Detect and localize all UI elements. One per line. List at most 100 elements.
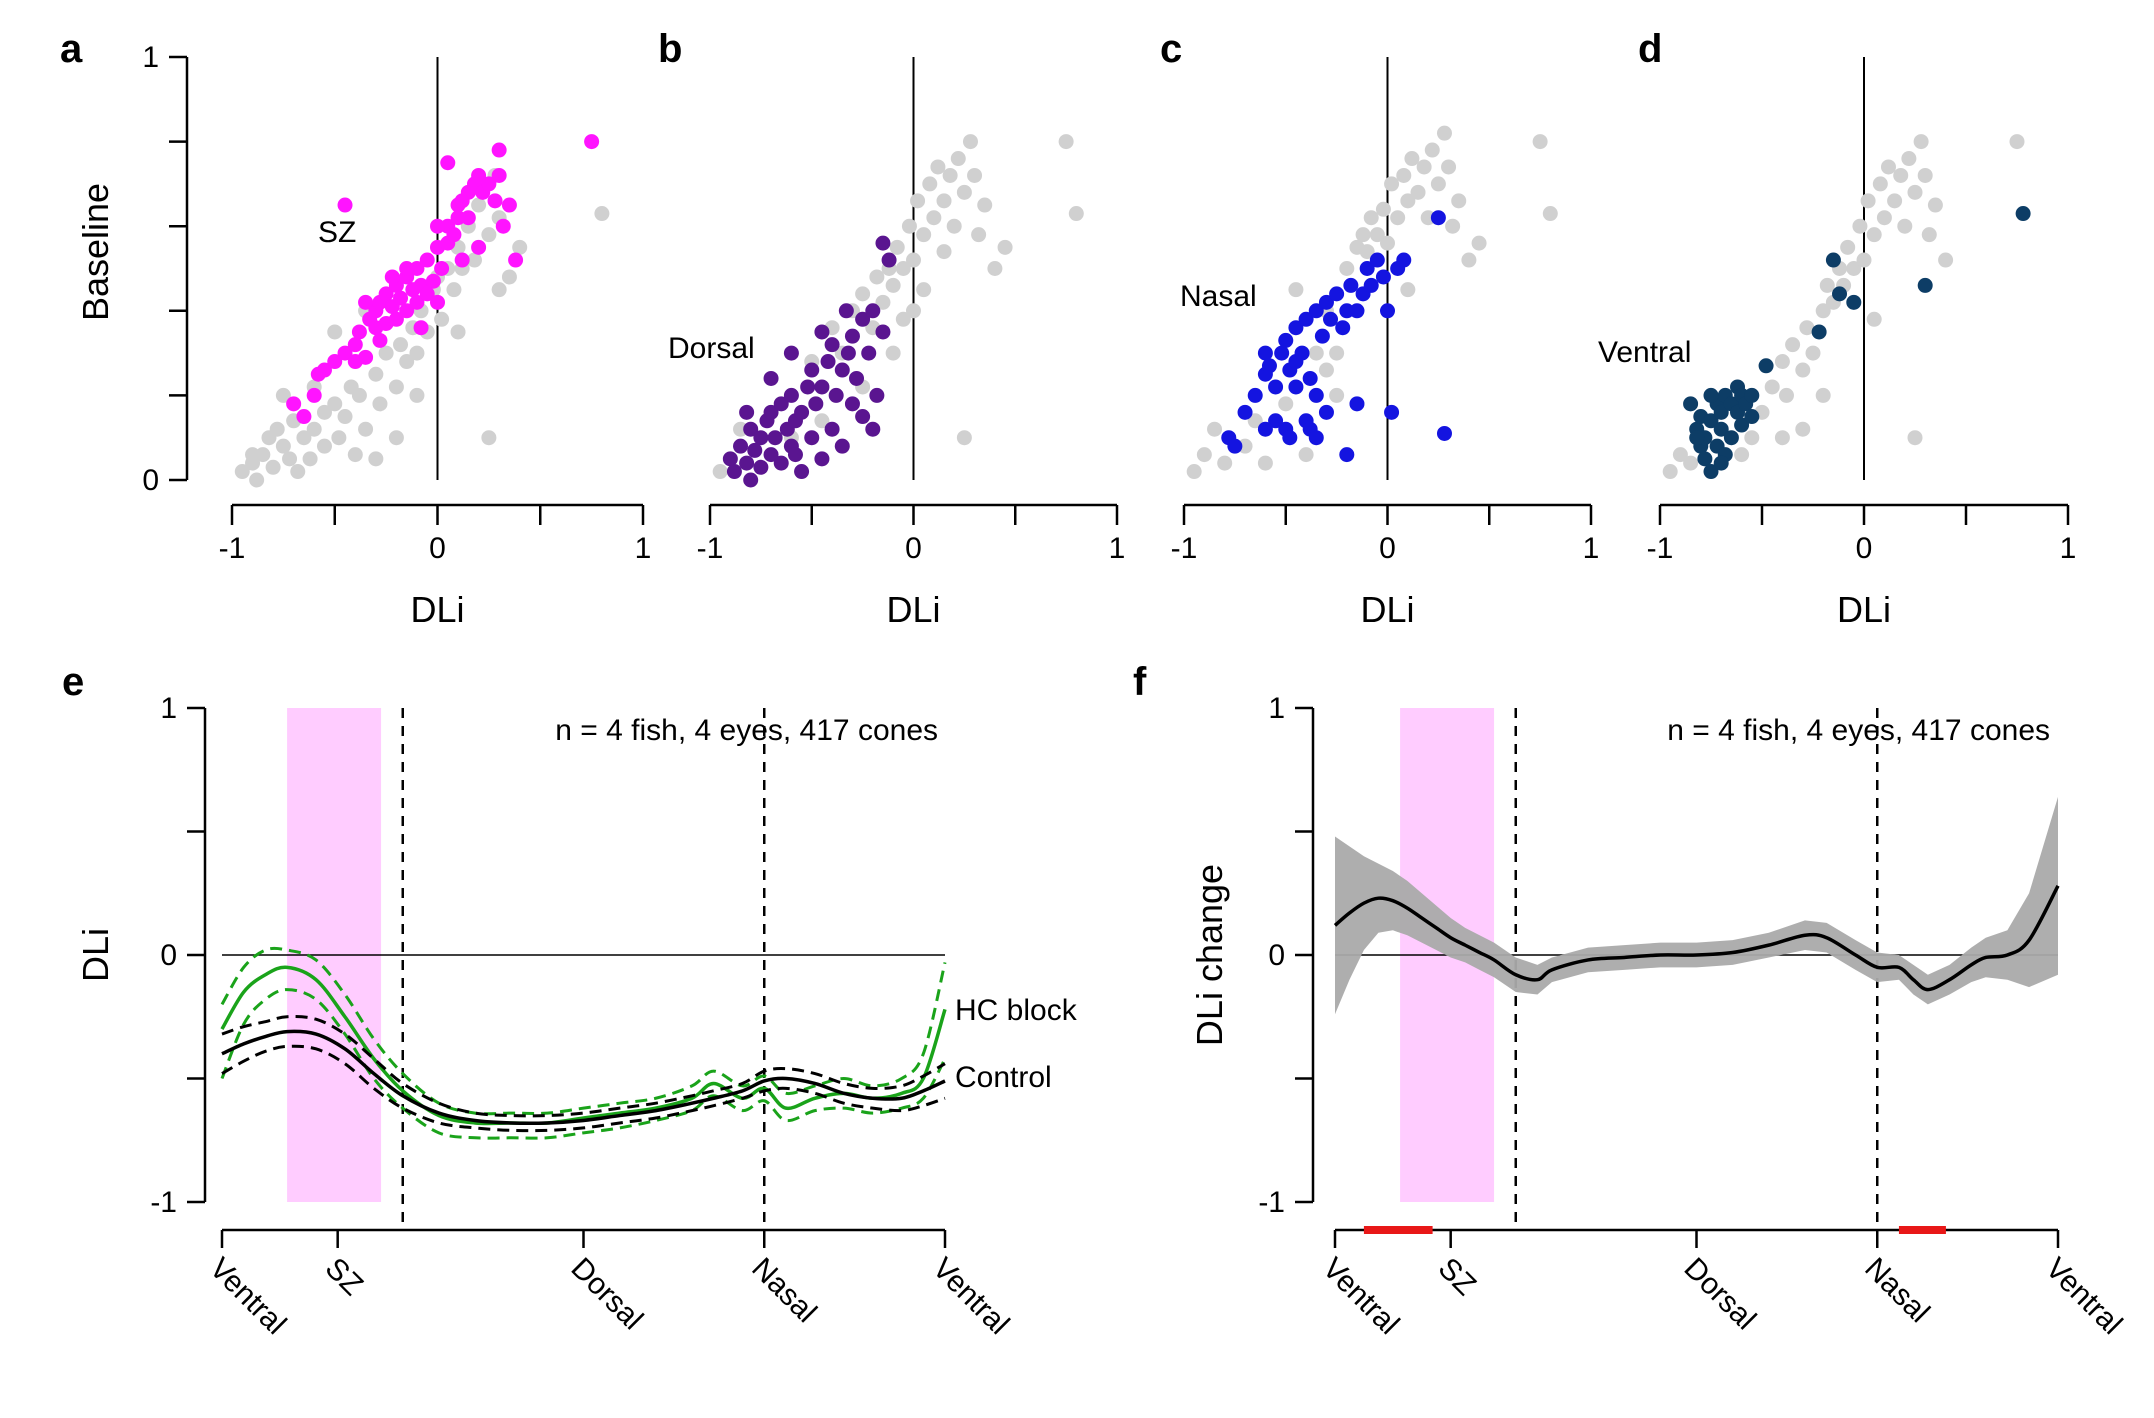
background-point	[1815, 387, 1831, 403]
highlight-point	[347, 354, 363, 370]
background-point	[327, 324, 343, 340]
highlight-point	[743, 421, 759, 437]
highlight-point	[1323, 311, 1339, 327]
background-point	[1672, 447, 1688, 463]
background-point	[1441, 159, 1457, 175]
background-point	[255, 447, 271, 463]
highlight-point	[763, 370, 779, 386]
background-point	[372, 396, 388, 412]
highlight-point	[1359, 261, 1375, 276]
highlight-point	[800, 379, 816, 395]
x-tick-label: -1	[1647, 532, 1674, 565]
highlight-point	[726, 464, 742, 480]
highlight-point	[495, 218, 511, 234]
background-point	[1400, 193, 1416, 209]
y-tick-label: 0	[142, 464, 159, 497]
scatter-points	[712, 134, 1084, 488]
highlight-point	[1396, 252, 1412, 268]
background-point	[1917, 167, 1933, 183]
highlight-point	[783, 345, 799, 361]
highlight-point	[787, 447, 803, 463]
highlight-point	[1697, 451, 1713, 467]
x-axis-label: DLi	[410, 589, 464, 630]
background-point	[594, 206, 610, 222]
background-point	[393, 337, 409, 353]
background-point	[950, 151, 966, 167]
background-point	[1744, 430, 1760, 446]
highlight-point	[1227, 438, 1243, 454]
highlight-point	[409, 261, 425, 276]
y-axis-label: Baseline	[75, 183, 116, 321]
highlight-point	[1314, 328, 1330, 344]
background-point	[1430, 176, 1446, 192]
background-point	[987, 261, 1003, 276]
background-point	[1375, 201, 1391, 217]
background-point	[956, 430, 972, 446]
series-upper-bound-line	[221, 1015, 946, 1118]
highlight-point	[739, 455, 755, 471]
highlight-point	[487, 193, 503, 209]
highlight-point	[508, 252, 524, 268]
x-category-label: Nasal	[1858, 1252, 1936, 1330]
highlight-point	[820, 354, 836, 370]
background-point	[316, 404, 332, 420]
highlight-point	[1832, 286, 1848, 302]
highlight-point	[1288, 320, 1304, 336]
background-point	[2009, 134, 2025, 150]
background-point	[1384, 176, 1400, 192]
background-point	[1461, 252, 1477, 268]
x-tick-label: 1	[1583, 532, 1600, 565]
background-point	[358, 421, 374, 437]
background-point	[481, 227, 497, 243]
highlight-point	[1436, 425, 1452, 441]
highlight-point	[1302, 370, 1318, 386]
highlight-point	[501, 197, 517, 213]
confidence-band	[1335, 796, 2058, 1015]
group-label: SZ	[318, 216, 356, 249]
background-point	[1734, 447, 1750, 463]
background-point	[910, 193, 926, 209]
series-lower-bound-line	[220, 988, 947, 1140]
x-tick-label: -1	[219, 532, 246, 565]
panel-letter-f: f	[1133, 660, 1147, 704]
x-tick-label: -1	[697, 532, 724, 565]
background-point	[450, 324, 466, 340]
highlight-point	[1363, 277, 1379, 293]
highlight-point	[753, 459, 769, 475]
background-point	[1257, 455, 1273, 471]
x-category-label: Dorsal	[565, 1252, 650, 1337]
panel-b: b -1 0 1 DLi Dorsal	[658, 27, 1125, 630]
panel-c: c -1 0 1 DLi Nasal	[1160, 27, 1599, 630]
highlight-point	[584, 134, 600, 150]
highlight-point	[1744, 387, 1760, 403]
background-point	[1897, 218, 1913, 234]
x-category-label: Ventral	[1316, 1252, 1405, 1341]
highlight-point	[840, 345, 856, 361]
highlight-point	[865, 421, 881, 437]
highlight-point	[783, 387, 799, 403]
highlight-point	[849, 370, 865, 386]
background-point	[388, 379, 404, 395]
x-tick-label: 0	[905, 532, 922, 565]
background-point	[368, 366, 384, 382]
highlight-point	[351, 324, 367, 340]
x-tick-label: 0	[1379, 532, 1396, 565]
y-tick-label: 0	[1268, 939, 1285, 972]
x-axis-label: DLi	[886, 589, 940, 630]
highlight-point	[1294, 345, 1310, 361]
highlight-point	[460, 210, 476, 226]
background-point	[1927, 197, 1943, 213]
background-point	[1866, 311, 1882, 327]
scatter-points	[1662, 134, 2031, 480]
y-tick-label: 0	[160, 939, 177, 972]
highlight-point	[434, 261, 450, 276]
x-category-label: SZ	[1432, 1252, 1482, 1302]
y-tick-label: -1	[150, 1186, 177, 1219]
highlight-point	[2015, 206, 2031, 222]
highlight-point	[1349, 303, 1365, 319]
background-point	[1866, 227, 1882, 243]
highlight-point	[1369, 252, 1385, 268]
highlight-point	[1343, 277, 1359, 293]
highlight-point	[1713, 421, 1729, 437]
